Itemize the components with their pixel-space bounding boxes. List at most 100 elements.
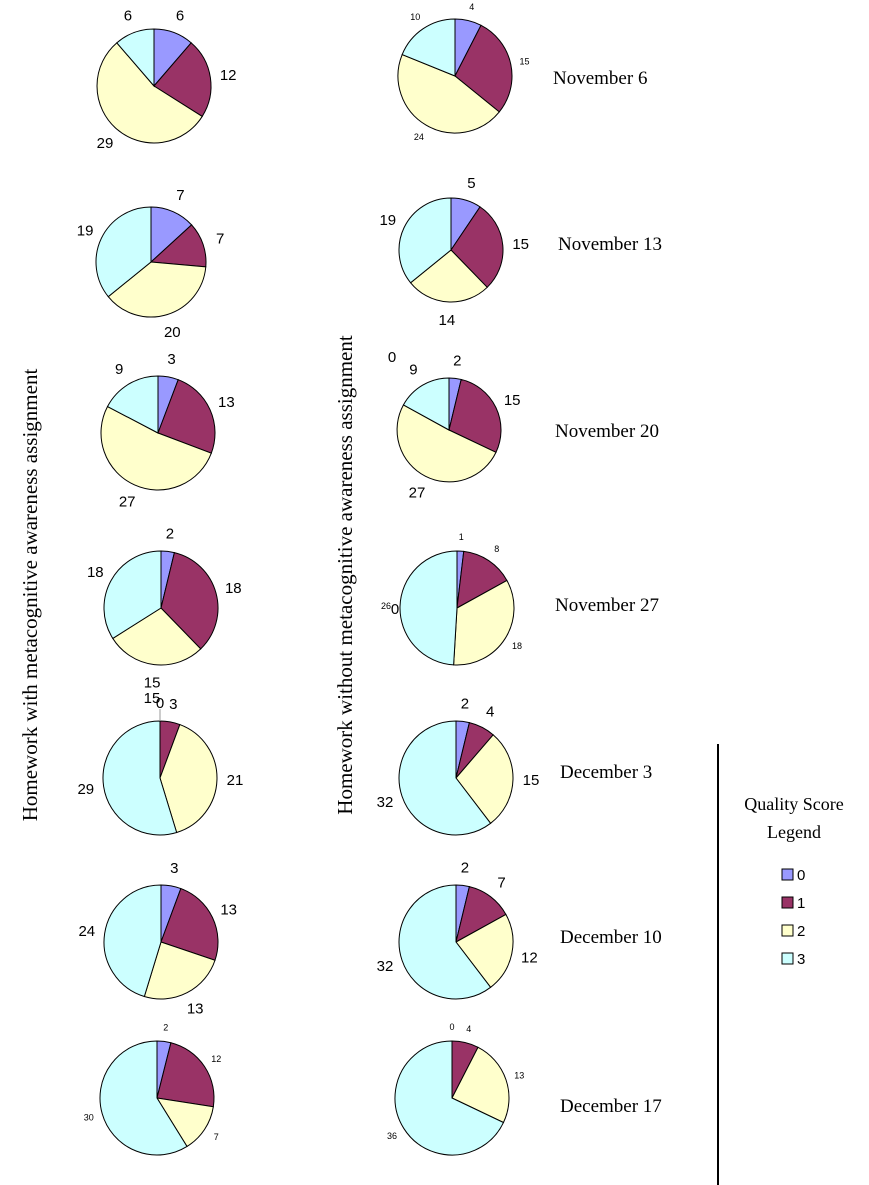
with-pie-1: 7 7 20 19 [77,187,225,341]
legend-title-line2: Legend [767,822,821,842]
without-pie-6-slice-score-3 [394,1040,505,1156]
with-pie-4-label-score-3: 29 [77,781,94,798]
with-pie-2-slice-score-1 [157,379,216,454]
without-pie-5-label-score-1: 7 [497,874,505,891]
without-pie-2-slice-score-2 [396,404,497,483]
with-pie-6-label-score-2: 7 [214,1132,219,1142]
without-pie-4-slice-score-2 [455,734,514,825]
with-pie-2-slice-score-2 [100,405,212,491]
with-pie-3-slice-score-2 [112,607,202,666]
with-pie-4-slice-score-3 [102,720,178,836]
without-pie-2-extra-label: 0 [388,349,396,366]
date-label-0: November 6 [553,68,647,89]
without-pie-4-slice-score-3 [398,720,492,836]
without-pie-6: 0 4 13 36 [387,1022,524,1156]
with-pie-5-slice-score-3 [103,884,162,998]
without-pie-3-label-score-1: 8 [494,544,499,554]
with-pie-4-label-score-1: 3 [169,696,177,713]
without-pie-0-slice-score-1 [454,24,513,113]
without-pie-3-extra-label: 0 [391,601,399,618]
with-pie-2-label-score-3: 9 [115,361,123,378]
with-pie-4-slice-score-2 [159,723,218,834]
with-pie-4: 0 3 21 29 15 [77,690,243,836]
with-pie-3-label-score-1: 18 [225,580,242,597]
without-pie-4-label-score-0: 2 [461,696,469,713]
with-pie-5-label-score-3: 24 [78,923,95,940]
without-pie-1-slice-score-1 [450,206,504,289]
with-pie-0-slice-score-3 [116,28,155,88]
without-pie-6-label-score-3: 36 [387,1131,397,1141]
with-pie-0-slice-score-2 [96,42,203,144]
with-pie-6-label-score-0: 2 [163,1023,168,1033]
with-pie-0: 6 12 29 6 [96,8,237,152]
date-label-6: December 17 [560,1096,662,1117]
legend-swatch-1 [781,896,794,909]
legend-label-3: 3 [797,951,805,968]
without-pie-2-label-score-0: 2 [453,353,461,370]
without-pie-2-slice-score-1 [448,378,502,454]
with-pie-2-slice-score-3 [106,375,159,434]
without-pie-2-label-score-1: 15 [504,392,521,409]
without-pie-4-label-score-1: 4 [486,703,494,720]
with-pie-6-slice-score-1 [156,1042,215,1108]
without-pie-6-slice-score-2 [451,1046,510,1124]
without-pie-1-slice-score-3 [398,197,452,284]
legend-swatch-2 [781,924,794,937]
with-pie-1-slice-score-2 [107,261,207,318]
legend-label-1: 1 [797,895,805,912]
with-pie-3-label-score-3: 18 [87,564,104,581]
with-pie-1-label-score-2: 20 [164,324,181,341]
without-pie-3-label-score-3: 26 [381,601,391,611]
without-pie-0: 4 15 24 10 [397,2,530,142]
without-pie-5-slice-score-2 [455,913,514,989]
without-pie-3-slice-score-1 [456,550,508,609]
legend: Quality Score Legend 0 1 2 3 [717,744,844,1185]
with-pie-4-top-label: 15 [144,690,161,707]
without-pie-1: 5 15 14 19 [379,175,529,329]
date-label-1: November 13 [558,234,662,255]
without-pie-5-slice-score-3 [398,884,492,1000]
without-pie-5-label-score-2: 12 [521,949,538,966]
with-pie-5-label-score-2: 13 [187,1001,204,1018]
legend-label-2: 2 [797,923,805,940]
date-label-4: December 3 [560,762,652,783]
without-pie-0-slice-score-3 [401,18,456,77]
date-label-5: December 10 [560,927,662,948]
with-pie-6: 2 12 7 30 [84,1023,221,1156]
without-pie-1-label-score-3: 19 [379,212,396,229]
without-pie-6-label-score-0: 0 [449,1022,454,1032]
without-pie-1-label-score-1: 15 [512,236,529,253]
without-pie-2: 2 15 27 90 [388,349,521,501]
without-pie-2-slice-score-3 [402,377,450,431]
left-title: Homework with metacognitive awareness as… [18,369,42,822]
with-pie-1-label-score-0: 7 [176,187,184,204]
date-labels: November 6 November 13 November 20 November… [553,68,662,1117]
without-pie-1-slice-score-2 [409,249,488,303]
without-pie-0-label-score-0: 4 [469,2,474,12]
with-pie-1-label-score-1: 7 [216,231,224,248]
with-pie-3-label-score-2: 15 [144,675,161,692]
with-pie-5: 3 13 13 24 [78,860,237,1018]
with-pie-3-label-score-0: 2 [166,526,174,543]
with-pie-5-slice-score-2 [143,941,216,1000]
with-pie-5-label-score-0: 3 [170,860,178,877]
without-pie-4-label-score-2: 15 [523,772,540,789]
with-pie-3-slice-score-3 [103,550,162,640]
date-label-3: November 27 [555,595,659,616]
without-pie-1-label-score-2: 14 [439,312,456,329]
with-pie-0-slice-score-1 [153,42,212,118]
with-pie-2: 3 13 27 9 [100,351,235,510]
without-pie-3-label-score-0: 1 [459,532,464,542]
without-pie-2-label-score-2: 27 [409,484,426,501]
without-pie-5-label-score-0: 2 [461,860,469,877]
without-pie-4: 2 4 15 32 [377,696,540,836]
without-pie-6-label-score-2: 13 [514,1070,524,1080]
with-pie-6-label-score-3: 30 [84,1112,94,1122]
with-pie-3-slice-score-1 [160,551,219,650]
right-title: Homework without metacognitive awareness… [333,335,357,815]
without-pie-3-slice-score-2 [453,579,515,666]
with-pie-4-label-score-0: 0 [156,695,164,712]
